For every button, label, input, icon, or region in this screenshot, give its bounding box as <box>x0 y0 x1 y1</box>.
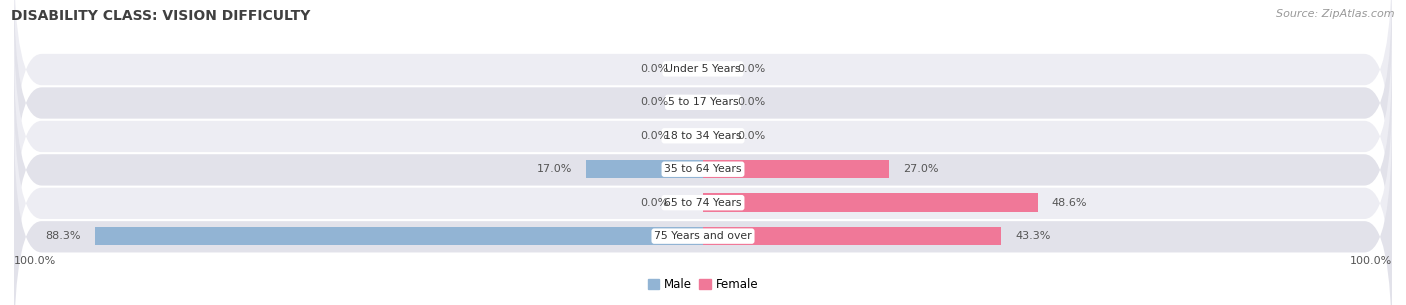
Text: 5 to 17 Years: 5 to 17 Years <box>668 97 738 107</box>
FancyBboxPatch shape <box>14 85 1392 305</box>
Text: 35 to 64 Years: 35 to 64 Years <box>664 164 742 174</box>
FancyBboxPatch shape <box>14 119 1392 305</box>
Text: 65 to 74 Years: 65 to 74 Years <box>664 198 742 208</box>
Bar <box>703 193 1038 212</box>
Text: 75 Years and over: 75 Years and over <box>654 231 752 241</box>
Text: 48.6%: 48.6% <box>1052 198 1087 208</box>
Legend: Male, Female: Male, Female <box>643 274 763 296</box>
Text: 100.0%: 100.0% <box>1350 256 1392 266</box>
Text: 27.0%: 27.0% <box>903 164 938 174</box>
Text: 0.0%: 0.0% <box>640 198 669 208</box>
Text: 17.0%: 17.0% <box>537 164 572 174</box>
Text: 43.3%: 43.3% <box>1015 231 1050 241</box>
Text: Source: ZipAtlas.com: Source: ZipAtlas.com <box>1277 9 1395 19</box>
Text: DISABILITY CLASS: VISION DIFFICULTY: DISABILITY CLASS: VISION DIFFICULTY <box>11 9 311 23</box>
Text: 0.0%: 0.0% <box>738 131 766 141</box>
FancyBboxPatch shape <box>14 52 1392 288</box>
Text: Under 5 Years: Under 5 Years <box>665 64 741 74</box>
Text: 18 to 34 Years: 18 to 34 Years <box>664 131 742 141</box>
Text: 0.0%: 0.0% <box>640 97 669 107</box>
FancyBboxPatch shape <box>14 0 1392 221</box>
Text: 88.3%: 88.3% <box>45 231 82 241</box>
FancyBboxPatch shape <box>14 18 1392 255</box>
Bar <box>586 160 703 178</box>
Text: 0.0%: 0.0% <box>738 64 766 74</box>
Text: 0.0%: 0.0% <box>738 97 766 107</box>
Text: 100.0%: 100.0% <box>14 256 56 266</box>
Bar <box>94 227 703 245</box>
Bar <box>703 227 1001 245</box>
Text: 0.0%: 0.0% <box>640 64 669 74</box>
Bar <box>703 160 889 178</box>
Text: 0.0%: 0.0% <box>640 131 669 141</box>
FancyBboxPatch shape <box>14 0 1392 188</box>
